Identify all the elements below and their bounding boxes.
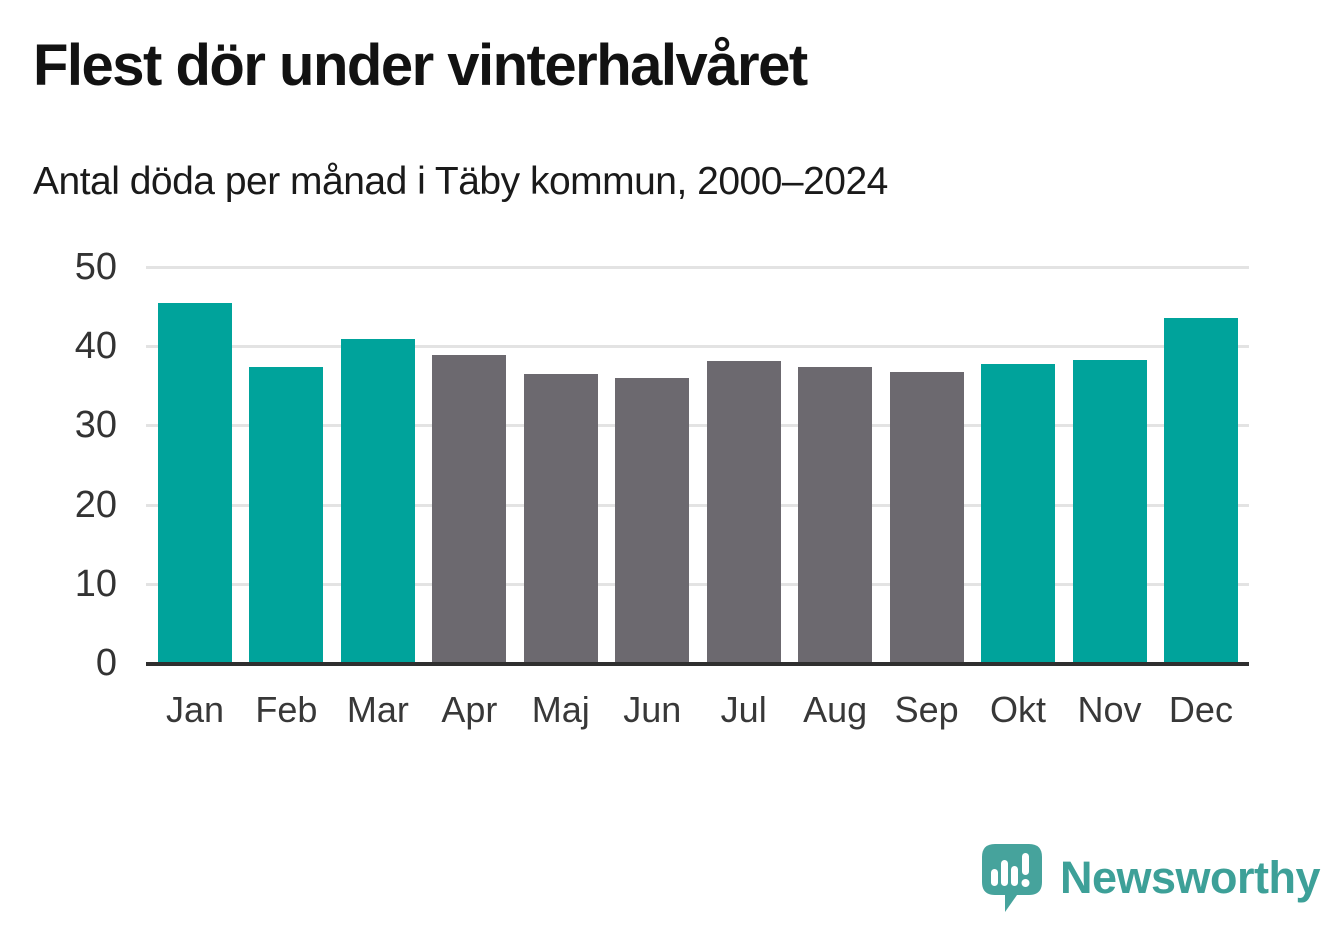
chart-subtitle: Antal döda per månad i Täby kommun, 2000… [33, 160, 888, 203]
y-tick-label-0: 0 [95, 642, 117, 684]
x-tick-label-jul: Jul [720, 689, 767, 730]
bar-apr [432, 354, 507, 663]
chart-title: Flest dör under vinterhalvåret [33, 33, 808, 98]
gridline-10 [146, 582, 1249, 586]
brand-footer: Newsworthy [980, 842, 1321, 914]
brand-name: Newsworthy [1060, 852, 1321, 903]
bar-jun [615, 377, 690, 663]
x-tick-label-feb: Feb [255, 689, 318, 730]
x-tick-label-jan: Jan [165, 689, 225, 730]
bar-okt [981, 363, 1056, 663]
gridline-50 [146, 266, 1249, 269]
x-tick-label-mar: Mar [346, 689, 409, 730]
bar-dec [1163, 318, 1238, 663]
x-tick-label-maj: Maj [531, 689, 590, 730]
x-tick-label-jun: Jun [623, 689, 682, 730]
bar-mar [340, 339, 415, 663]
gridline-40 [146, 345, 1249, 349]
bar-jul [706, 361, 781, 663]
y-tick-label-10: 10 [74, 562, 117, 605]
y-tick-label-20: 20 [74, 483, 117, 526]
x-tick-label-okt: Okt [990, 689, 1047, 730]
y-tick-label-30: 30 [74, 404, 117, 447]
bar-jan [158, 302, 232, 663]
bar-aug [798, 366, 873, 663]
bar-feb [249, 366, 324, 663]
x-axis-line [146, 662, 1249, 666]
x-tick-label-nov: Nov [1077, 689, 1142, 730]
x-tick-label-sep: Sep [894, 689, 959, 730]
x-tick-label-apr: Apr [441, 689, 498, 730]
newsworthy-speech-bubble-chart-icon [982, 844, 1042, 912]
x-tick-label-aug: Aug [803, 689, 868, 730]
x-tick-label-dec: Dec [1168, 689, 1233, 730]
gridline-30 [146, 424, 1249, 428]
gridline-20 [146, 503, 1249, 507]
bar-nov [1072, 359, 1147, 663]
y-tick-label-50: 50 [74, 246, 117, 288]
bar-maj [523, 373, 598, 663]
bar-sep [889, 371, 964, 663]
y-tick-label-40: 40 [74, 325, 117, 368]
